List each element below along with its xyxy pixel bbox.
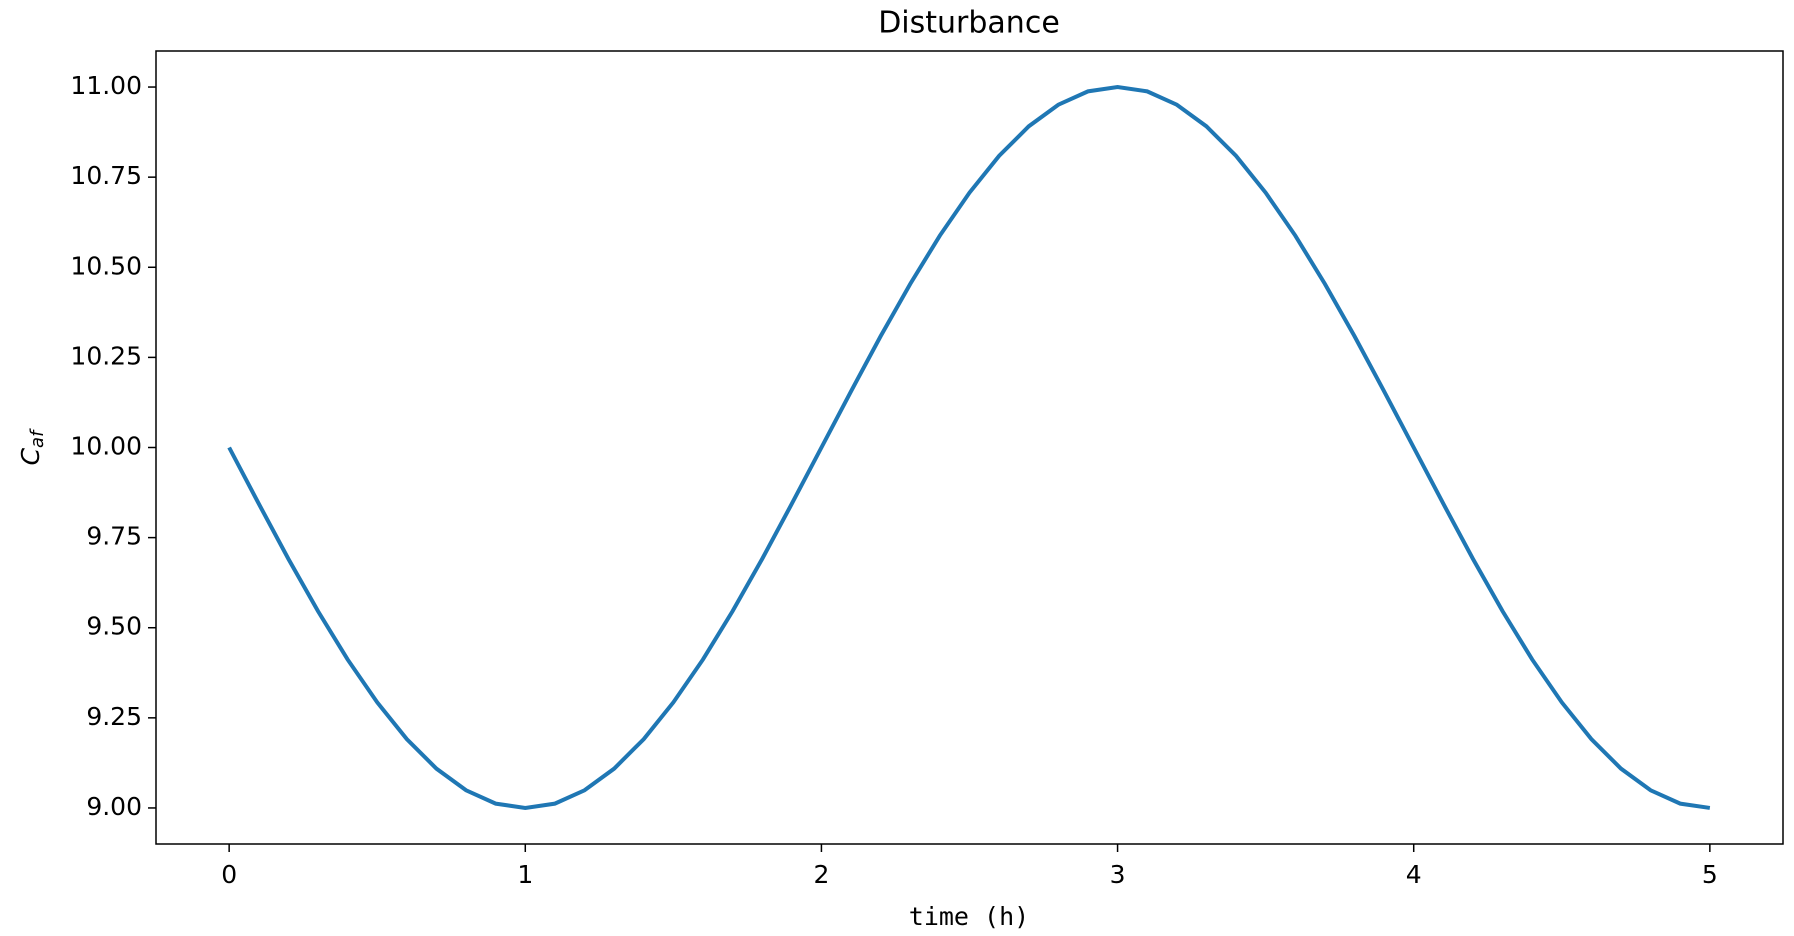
plot-frame: [155, 50, 1784, 845]
y-tick-label: 10.25: [70, 341, 142, 370]
y-tick-label: 10.75: [70, 161, 142, 190]
y-tick-label: 11.00: [70, 71, 142, 100]
x-tick-label: 0: [221, 860, 237, 889]
y-tick-label: 9.50: [86, 612, 142, 641]
x-axis-label: time (h): [909, 902, 1029, 931]
y-axis-label-main: C: [16, 447, 45, 465]
y-tick-label: 9.25: [86, 702, 142, 731]
x-tick-label: 2: [813, 860, 829, 889]
y-tick-label: 9.00: [86, 792, 142, 821]
y-tick-label: 9.75: [86, 522, 142, 551]
chart-title: Disturbance: [878, 6, 1060, 41]
x-tick-label: 5: [1702, 860, 1718, 889]
y-axis-label-sub: af: [27, 428, 48, 448]
x-tick-label: 4: [1406, 860, 1422, 889]
x-tick-label: 3: [1110, 860, 1126, 889]
y-tick-label: 10.50: [70, 251, 142, 280]
data-line: [227, 85, 1711, 810]
y-tick-label: 10.00: [70, 432, 142, 461]
x-tick-label: 1: [517, 860, 533, 889]
y-axis-label: Caf: [16, 428, 48, 465]
